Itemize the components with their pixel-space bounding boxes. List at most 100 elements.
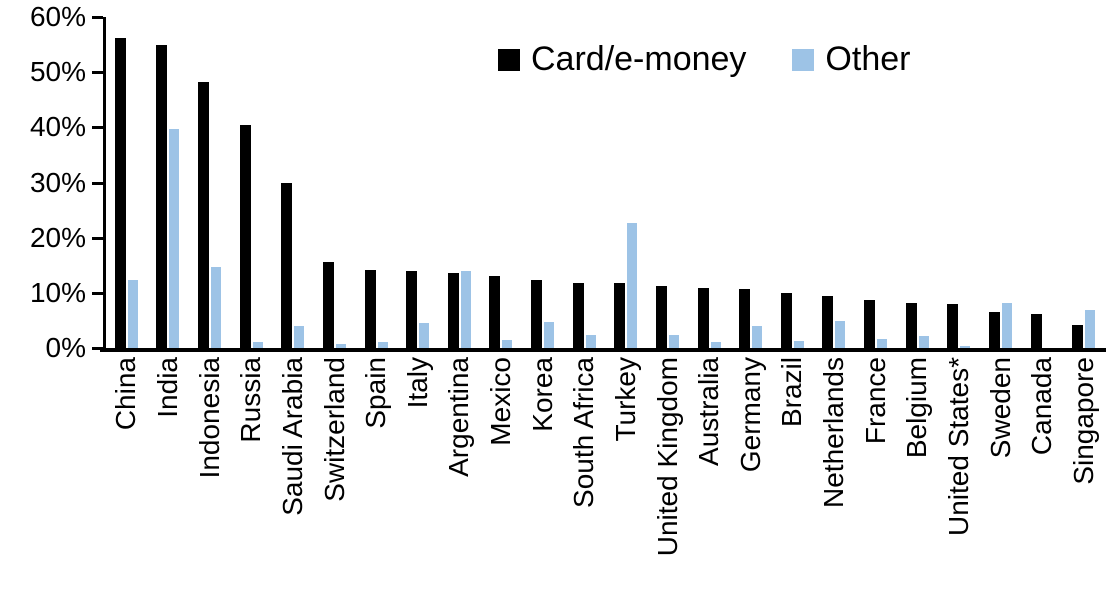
- y-axis-tick: [92, 181, 103, 185]
- bar-card-e-money-united-kingdom: [655, 286, 667, 348]
- bar-other-singapore: [1085, 310, 1096, 348]
- bar-other-russia: [252, 342, 263, 348]
- x-label-cell: Argentina: [439, 357, 481, 594]
- bar-other-turkey: [627, 223, 638, 348]
- x-label-cell: United States*: [939, 357, 981, 594]
- y-axis-tick: [92, 291, 103, 295]
- y-axis-tick: [92, 71, 103, 75]
- bar-card-e-money-south-africa: [572, 283, 584, 348]
- x-label-cell: Belgium: [897, 357, 939, 594]
- x-axis-label: Germany: [734, 357, 766, 473]
- y-axis-tick-label: 10%: [29, 276, 86, 308]
- x-label-cell: China: [106, 357, 148, 594]
- x-axis-label: Korea: [526, 357, 558, 432]
- plot-area: [106, 17, 1105, 348]
- x-axis-label: Brazil: [776, 357, 808, 428]
- x-axis-label: Switzerland: [318, 357, 350, 502]
- y-axis-tick: [92, 236, 103, 240]
- x-label-cell: Saudi Arabia: [273, 357, 315, 594]
- legend-label-card-e-money: Card/e-money: [531, 40, 747, 78]
- bar-card-e-money-mexico: [489, 276, 501, 348]
- x-label-cell: Australia: [689, 357, 731, 594]
- bar-other-china: [127, 280, 138, 348]
- bar-other-belgium: [918, 336, 929, 348]
- y-axis-tick-label: 30%: [29, 166, 86, 198]
- x-label-cell: Netherlands: [814, 357, 856, 594]
- x-axis-label: Indonesia: [193, 357, 225, 479]
- y-axis-tick: [92, 347, 103, 350]
- bar-card-e-money-canada: [1030, 314, 1042, 348]
- x-axis-label: China: [110, 357, 142, 431]
- bar-other-brazil: [793, 341, 804, 348]
- x-label-cell: Korea: [522, 357, 564, 594]
- x-label-cell: Brazil: [772, 357, 814, 594]
- x-axis-label: Argentina: [443, 357, 475, 477]
- x-axis-label: United Kingdom: [651, 357, 683, 557]
- bar-card-e-money-sweden: [988, 312, 1000, 348]
- bar-other-argentina: [460, 271, 471, 348]
- bar-card-e-money-china: [114, 38, 126, 348]
- x-axis-label: Canada: [1026, 357, 1058, 456]
- bar-card-e-money-france: [864, 300, 876, 348]
- x-axis-label: Saudi Arabia: [276, 357, 308, 516]
- bar-other-sweden: [1001, 303, 1012, 348]
- x-label-cell: Spain: [356, 357, 398, 594]
- legend-item-other: Other: [792, 40, 910, 79]
- y-axis-tick: [92, 16, 103, 19]
- x-label-cell: Switzerland: [314, 357, 356, 594]
- bar-card-e-money-netherlands: [822, 296, 834, 348]
- y-axis-tick-label: 20%: [29, 221, 86, 253]
- bar-card-e-money-singapore: [1072, 325, 1084, 348]
- bar-other-switzerland: [335, 344, 346, 348]
- x-axis-label: India: [152, 357, 184, 418]
- bar-card-e-money-switzerland: [322, 262, 334, 348]
- bar-card-e-money-india: [156, 45, 168, 348]
- x-label-cell: Germany: [730, 357, 772, 594]
- x-axis-label: Mexico: [485, 357, 517, 446]
- chart-legend: Card/e-money Other: [498, 40, 910, 79]
- bar-other-netherlands: [835, 321, 846, 348]
- bar-card-e-money-indonesia: [198, 82, 210, 348]
- x-axis-label: Belgium: [901, 357, 933, 459]
- bar-other-india: [169, 129, 180, 348]
- bar-other-indonesia: [211, 267, 222, 348]
- x-label-cell: Sweden: [980, 357, 1022, 594]
- x-label-cell: Singapore: [1063, 357, 1105, 594]
- x-label-cell: Turkey: [606, 357, 648, 594]
- x-label-cell: India: [148, 357, 190, 594]
- x-label-cell: France: [855, 357, 897, 594]
- bar-other-spain: [377, 342, 388, 348]
- bar-card-e-money-spain: [364, 270, 376, 348]
- bar-card-e-money-turkey: [614, 283, 626, 348]
- x-axis-labels: China India Indonesia Russia Saudi Arabia Swi…: [106, 357, 1105, 594]
- bar-card-e-money-saudi-arabia: [281, 183, 293, 348]
- bar-card-e-money-italy: [406, 271, 418, 348]
- x-axis-label: Singapore: [1067, 357, 1099, 485]
- bar-card-e-money-argentina: [447, 273, 459, 348]
- x-label-cell: Russia: [231, 357, 273, 594]
- x-axis-label: Russia: [235, 357, 267, 443]
- x-axis-label: Turkey: [609, 357, 641, 442]
- bar-card-e-money-belgium: [905, 303, 917, 348]
- bar-other-france: [877, 339, 888, 348]
- x-axis-label: Sweden: [984, 357, 1016, 459]
- x-label-cell: Italy: [397, 357, 439, 594]
- y-axis-tick-label: 40%: [29, 111, 86, 143]
- bar-other-germany: [752, 326, 763, 348]
- y-axis-tick-label: 0%: [45, 332, 86, 363]
- x-label-cell: South Africa: [564, 357, 606, 594]
- bar-card-e-money-australia: [697, 288, 709, 348]
- x-axis-label: Spain: [360, 357, 392, 429]
- x-axis-label: France: [859, 357, 891, 445]
- bar-card-e-money-russia: [239, 125, 251, 348]
- x-label-cell: Indonesia: [189, 357, 231, 594]
- x-label-cell: Canada: [1022, 357, 1064, 594]
- x-axis-line: [100, 348, 1106, 352]
- bar-other-italy: [419, 323, 430, 348]
- y-axis-tick-label: 50%: [29, 56, 86, 88]
- y-axis-tick: [92, 126, 103, 130]
- x-label-cell: Mexico: [481, 357, 523, 594]
- x-axis-label: South Africa: [568, 357, 600, 508]
- y-axis-tick-label: 60%: [29, 1, 86, 32]
